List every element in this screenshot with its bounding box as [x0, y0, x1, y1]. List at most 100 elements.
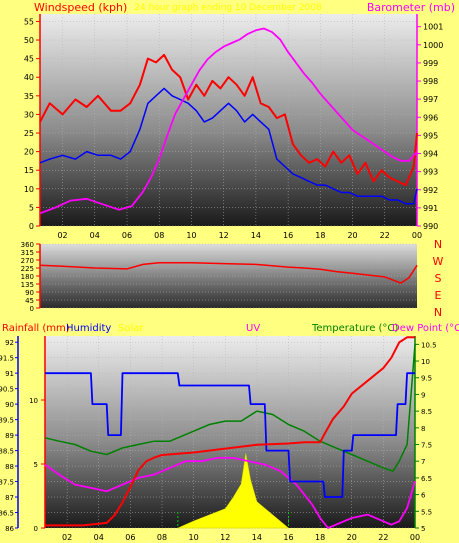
rainfall-title: Rainfall (mm) [2, 323, 70, 334]
solar-area [177, 453, 290, 529]
rainfall-line [45, 336, 415, 527]
humidity-y-tick-label: 91 [5, 370, 14, 378]
weather-series-group [44, 336, 416, 529]
humidity-y-tick-label: 90 [5, 401, 14, 409]
wind-y-tick-label: 10 [24, 185, 34, 194]
direction-y-tick-label: 360 [21, 241, 34, 249]
x-tick-label: 10 [186, 231, 196, 240]
wind-y-tick-label: 50 [24, 36, 34, 45]
direction-y-tick-label: 135 [21, 281, 34, 289]
x-tick-label: 22 [378, 533, 388, 542]
humidity-y-tick-label: 89 [5, 432, 14, 440]
wind-y-tick-label: 5 [29, 203, 34, 212]
humidity-y-tick-label: 86.5 [0, 510, 14, 518]
x-tick-label: 14 [252, 533, 262, 542]
direction-plot-area [40, 244, 417, 308]
x-tick-label: 00 [410, 533, 420, 542]
x-tick-label: 12 [220, 533, 230, 542]
direction-y-tick-label: 225 [21, 265, 34, 273]
wind-axis-title: Windspeed (kph) [34, 1, 127, 14]
temperature-y-tick-label: 6 [421, 492, 426, 500]
barometer-axis-title: Barometer (mb) [367, 1, 455, 14]
wind-y-tick-label: 20 [24, 148, 34, 157]
x-tick-label: 12 [219, 231, 229, 240]
wind-y-tick-label: 25 [24, 129, 34, 138]
x-tick-label: 20 [347, 231, 357, 240]
temperature-title: Temperature (°C) [311, 323, 398, 334]
x-tick-label: 00 [412, 231, 422, 240]
compass-labels: N W S E N [433, 238, 444, 319]
wind-y-tick-label: 55 [24, 17, 34, 26]
wind-y-tick-label: 30 [24, 110, 34, 119]
wind-series-group [39, 27, 418, 215]
wind-gust-line [39, 53, 418, 187]
humidity-title: Humidity [66, 323, 111, 334]
x-tick-label: 20 [347, 533, 357, 542]
weather-x-axis: 02 04 06 08 10 12 14 16 18 20 22 00 [62, 533, 420, 542]
temperature-y-tick-label: 9.5 [421, 375, 432, 383]
wind-y-tick-label: 15 [24, 166, 34, 175]
direction-y-tick-label: 315 [21, 249, 34, 257]
x-tick-label: 04 [90, 231, 100, 240]
humidity-axis: 86 86.5 87 87.5 88 88.5 89 89.5 90 90.5 91 91.5 92 [0, 336, 19, 533]
temperature-y-tick-label: 7.5 [421, 442, 432, 450]
direction-y-tick-label: 270 [21, 257, 34, 265]
wind-x-axis: 02 04 06 08 10 12 14 16 18 20 22 00 [57, 231, 422, 240]
wind-average-line [39, 87, 418, 205]
wind-left-axis: 0 5 10 15 20 25 30 35 40 45 50 55 [24, 14, 41, 231]
wind-y-tick-label: 0 [29, 222, 34, 231]
direction-series-group [39, 261, 418, 284]
compass-s: S [435, 272, 442, 285]
wind-y-tick-label: 45 [24, 55, 34, 64]
rain-y-tick-label: 0 [34, 525, 38, 533]
compass-w: W [433, 255, 444, 268]
humidity-y-tick-label: 88.5 [0, 448, 14, 456]
temperature-axis: 5 5.5 6 6.5 7 7.5 8 8.5 9 9.5 10 10.5 [414, 336, 437, 533]
humidity-y-tick-label: 90.5 [0, 386, 14, 394]
rain-axis: 0 5 10 [29, 336, 46, 533]
compass-n-top: N [434, 238, 442, 251]
barometer-y-tick-label: 990 [423, 222, 438, 231]
wind-direction-line [39, 261, 418, 284]
solar-title: Solar [118, 323, 144, 334]
temperature-y-tick-label: 8.5 [421, 408, 432, 416]
chart-date-title: 24 hour graph ending 10 December 2008 [134, 3, 322, 13]
x-tick-label: 02 [57, 231, 67, 240]
rain-y-tick-label: 5 [34, 461, 38, 469]
compass-e: E [435, 289, 442, 302]
temperature-y-tick-label: 6.5 [421, 475, 432, 483]
x-tick-label: 16 [283, 533, 293, 542]
humidity-y-tick-label: 88 [5, 463, 14, 471]
direction-y-tick-label: 0 [30, 305, 34, 313]
temperature-y-tick-label: 5.5 [421, 508, 432, 516]
temperature-y-tick-label: 5 [421, 525, 425, 533]
weather-grid [45, 336, 416, 529]
x-tick-label: 16 [283, 231, 293, 240]
humidity-y-tick-label: 89.5 [0, 417, 14, 425]
humidity-y-tick-label: 87.5 [0, 479, 14, 487]
compass-n-bottom: N [434, 306, 442, 319]
barometer-y-tick-label: 991 [423, 204, 438, 213]
x-tick-label: 02 [62, 533, 72, 542]
x-tick-label: 08 [157, 533, 167, 542]
barometer-line [39, 27, 418, 215]
temperature-y-tick-label: 8 [421, 425, 425, 433]
x-tick-label: 08 [154, 231, 164, 240]
temperature-y-tick-label: 10 [421, 358, 430, 366]
barometer-y-tick-label: 993 [423, 168, 438, 177]
wind-plot-area [40, 14, 417, 226]
barometer-y-tick-label: 995 [423, 131, 438, 140]
barometer-y-tick-label: 992 [423, 186, 438, 195]
rain-y-tick-label: 10 [29, 397, 38, 405]
dewpoint-line [44, 456, 416, 529]
barometer-y-tick-label: 994 [423, 150, 438, 159]
direction-y-tick-label: 90 [25, 289, 34, 297]
barometer-y-tick-label: 1001 [423, 23, 443, 32]
humidity-y-tick-label: 87 [5, 494, 14, 502]
uv-title: UV [246, 323, 260, 334]
barometer-y-tick-label: 999 [423, 59, 438, 68]
x-tick-label: 18 [315, 533, 325, 542]
temperature-y-tick-label: 7 [421, 458, 425, 466]
x-tick-label: 10 [189, 533, 199, 542]
